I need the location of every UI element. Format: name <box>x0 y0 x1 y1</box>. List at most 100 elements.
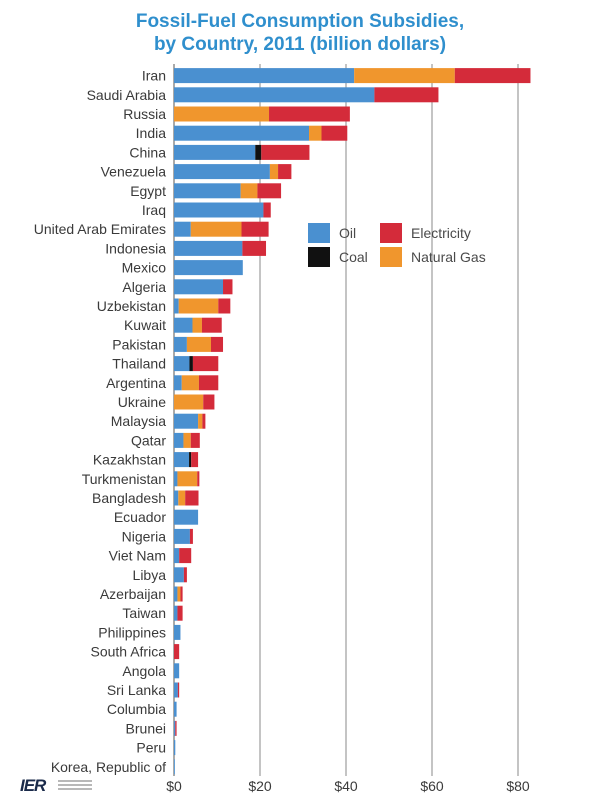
bar-segment-electricity <box>180 586 183 602</box>
bar-segment-electricity <box>179 548 192 564</box>
category-label: Iraq <box>142 202 166 218</box>
legend: Oil Electricity Coal Natural Gas <box>308 223 486 267</box>
chart-title-line-1: Fossil-Fuel Consumption Subsidies, <box>135 11 465 32</box>
category-label: Ukraine <box>118 394 166 410</box>
bar-segment-electricity <box>210 336 224 352</box>
category-label: Thailand <box>112 356 166 372</box>
bar-segment-oil <box>174 356 190 372</box>
category-label: India <box>136 125 167 141</box>
legend-label: Oil <box>339 225 356 241</box>
category-label: Venezuela <box>101 164 167 180</box>
legend-label: Natural Gas <box>411 249 486 265</box>
bar-segment-electricity <box>174 644 180 660</box>
bar-segment-electricity <box>202 413 206 429</box>
category-label: Ecuador <box>114 509 166 525</box>
category-label: Argentina <box>106 375 166 391</box>
x-tick-label: $0 <box>166 778 182 794</box>
bar-segment-natural-gas <box>178 490 186 506</box>
bar-segment-electricity <box>374 87 439 103</box>
category-label: Korea, Republic of <box>51 759 166 775</box>
bar-segment-electricity <box>191 452 199 468</box>
chart-title-line-2: by Country, 2011 (billion dollars) <box>153 34 447 55</box>
category-label: Philippines <box>98 624 166 640</box>
bar-segment-electricity <box>189 528 193 544</box>
category-label: Pakistan <box>112 336 166 352</box>
category-label: South Africa <box>91 644 167 660</box>
bar-segment-natural-gas <box>192 317 202 333</box>
bar-segment-electricity <box>454 68 531 84</box>
category-label: Nigeria <box>122 528 167 544</box>
bar-segment-natural-gas <box>198 413 203 429</box>
category-label: Qatar <box>131 432 166 448</box>
bar-segment-natural-gas <box>177 471 198 487</box>
x-tick-label: $60 <box>420 778 444 794</box>
bar-segment-electricity <box>197 471 200 487</box>
category-label: Mexico <box>122 260 167 276</box>
category-label: Libya <box>133 567 167 583</box>
bar-segment-electricity <box>269 106 350 122</box>
legend-label: Electricity <box>411 225 471 241</box>
category-label: Russia <box>123 106 166 122</box>
bar-segment-oil <box>174 624 181 640</box>
bar-segment-oil <box>174 260 243 276</box>
bar-segment-oil <box>174 490 179 506</box>
bar-segment-natural-gas <box>177 586 181 602</box>
bar-segment-electricity <box>192 356 219 372</box>
chart-title: Fossil-Fuel Consumption Subsidies, by Co… <box>0 10 600 56</box>
category-label: Columbia <box>107 701 166 717</box>
bar-segment-coal <box>189 452 192 468</box>
ier-logo-mark: IER <box>20 776 46 795</box>
ier-logo-lines <box>58 780 92 782</box>
bar-segment-electricity <box>321 125 348 141</box>
bar-segment-electricity <box>261 144 310 160</box>
bar-segment-oil <box>174 548 180 564</box>
bar-segment-coal <box>255 144 262 160</box>
bar-segment-oil <box>174 471 178 487</box>
bar-segment-oil <box>174 586 178 602</box>
legend-swatch-natural-gas <box>380 247 402 267</box>
bar-segment-electricity <box>190 432 200 448</box>
bar-segment-natural-gas <box>190 221 242 237</box>
bar-segment-oil <box>174 413 199 429</box>
bar-segment-electricity <box>218 298 231 314</box>
bar-segment-electricity <box>175 720 177 736</box>
bar-segment-oil <box>174 567 184 583</box>
category-label: Uzbekistan <box>97 298 166 314</box>
bar-segment-oil <box>174 298 179 314</box>
category-label: China <box>129 144 166 160</box>
bar-segment-natural-gas <box>174 106 270 122</box>
bar-segment-electricity <box>223 279 233 295</box>
x-tick-label: $40 <box>334 778 358 794</box>
bar-segment-electricity <box>241 221 269 237</box>
bar-segment-oil <box>174 509 199 525</box>
category-label: Egypt <box>130 183 166 199</box>
legend-swatch-coal <box>308 247 330 267</box>
category-label: Azerbaijan <box>100 586 166 602</box>
category-label: Iran <box>142 68 166 84</box>
bar-segment-oil <box>174 701 177 717</box>
bars <box>174 68 531 775</box>
bar-segment-natural-gas <box>174 394 204 410</box>
bar-segment-oil <box>174 720 176 736</box>
category-label: Bangladesh <box>92 490 166 506</box>
bar-segment-electricity <box>263 202 271 218</box>
bar-segment-oil <box>174 759 175 775</box>
bar-segment-oil <box>174 452 190 468</box>
x-axis-ticks: $0 $20 $40 $60 $80 <box>166 778 530 794</box>
category-label: Turkmenistan <box>82 471 166 487</box>
x-tick-label: $80 <box>506 778 530 794</box>
bar-segment-coal <box>189 356 193 372</box>
bar-segment-electricity <box>278 164 292 180</box>
bar-segment-electricity <box>242 240 267 256</box>
bar-segment-oil <box>174 432 184 448</box>
bar-segment-electricity <box>203 394 215 410</box>
bar-segment-natural-gas <box>354 68 455 84</box>
category-label: Indonesia <box>105 240 166 256</box>
bar-segment-natural-gas <box>178 298 219 314</box>
category-label: Algeria <box>122 279 166 295</box>
category-label: Malaysia <box>111 413 166 429</box>
legend-swatch-oil <box>308 223 330 243</box>
bar-segment-oil <box>174 164 270 180</box>
bar-segment-oil <box>174 240 243 256</box>
category-label: United Arab Emirates <box>34 221 166 237</box>
